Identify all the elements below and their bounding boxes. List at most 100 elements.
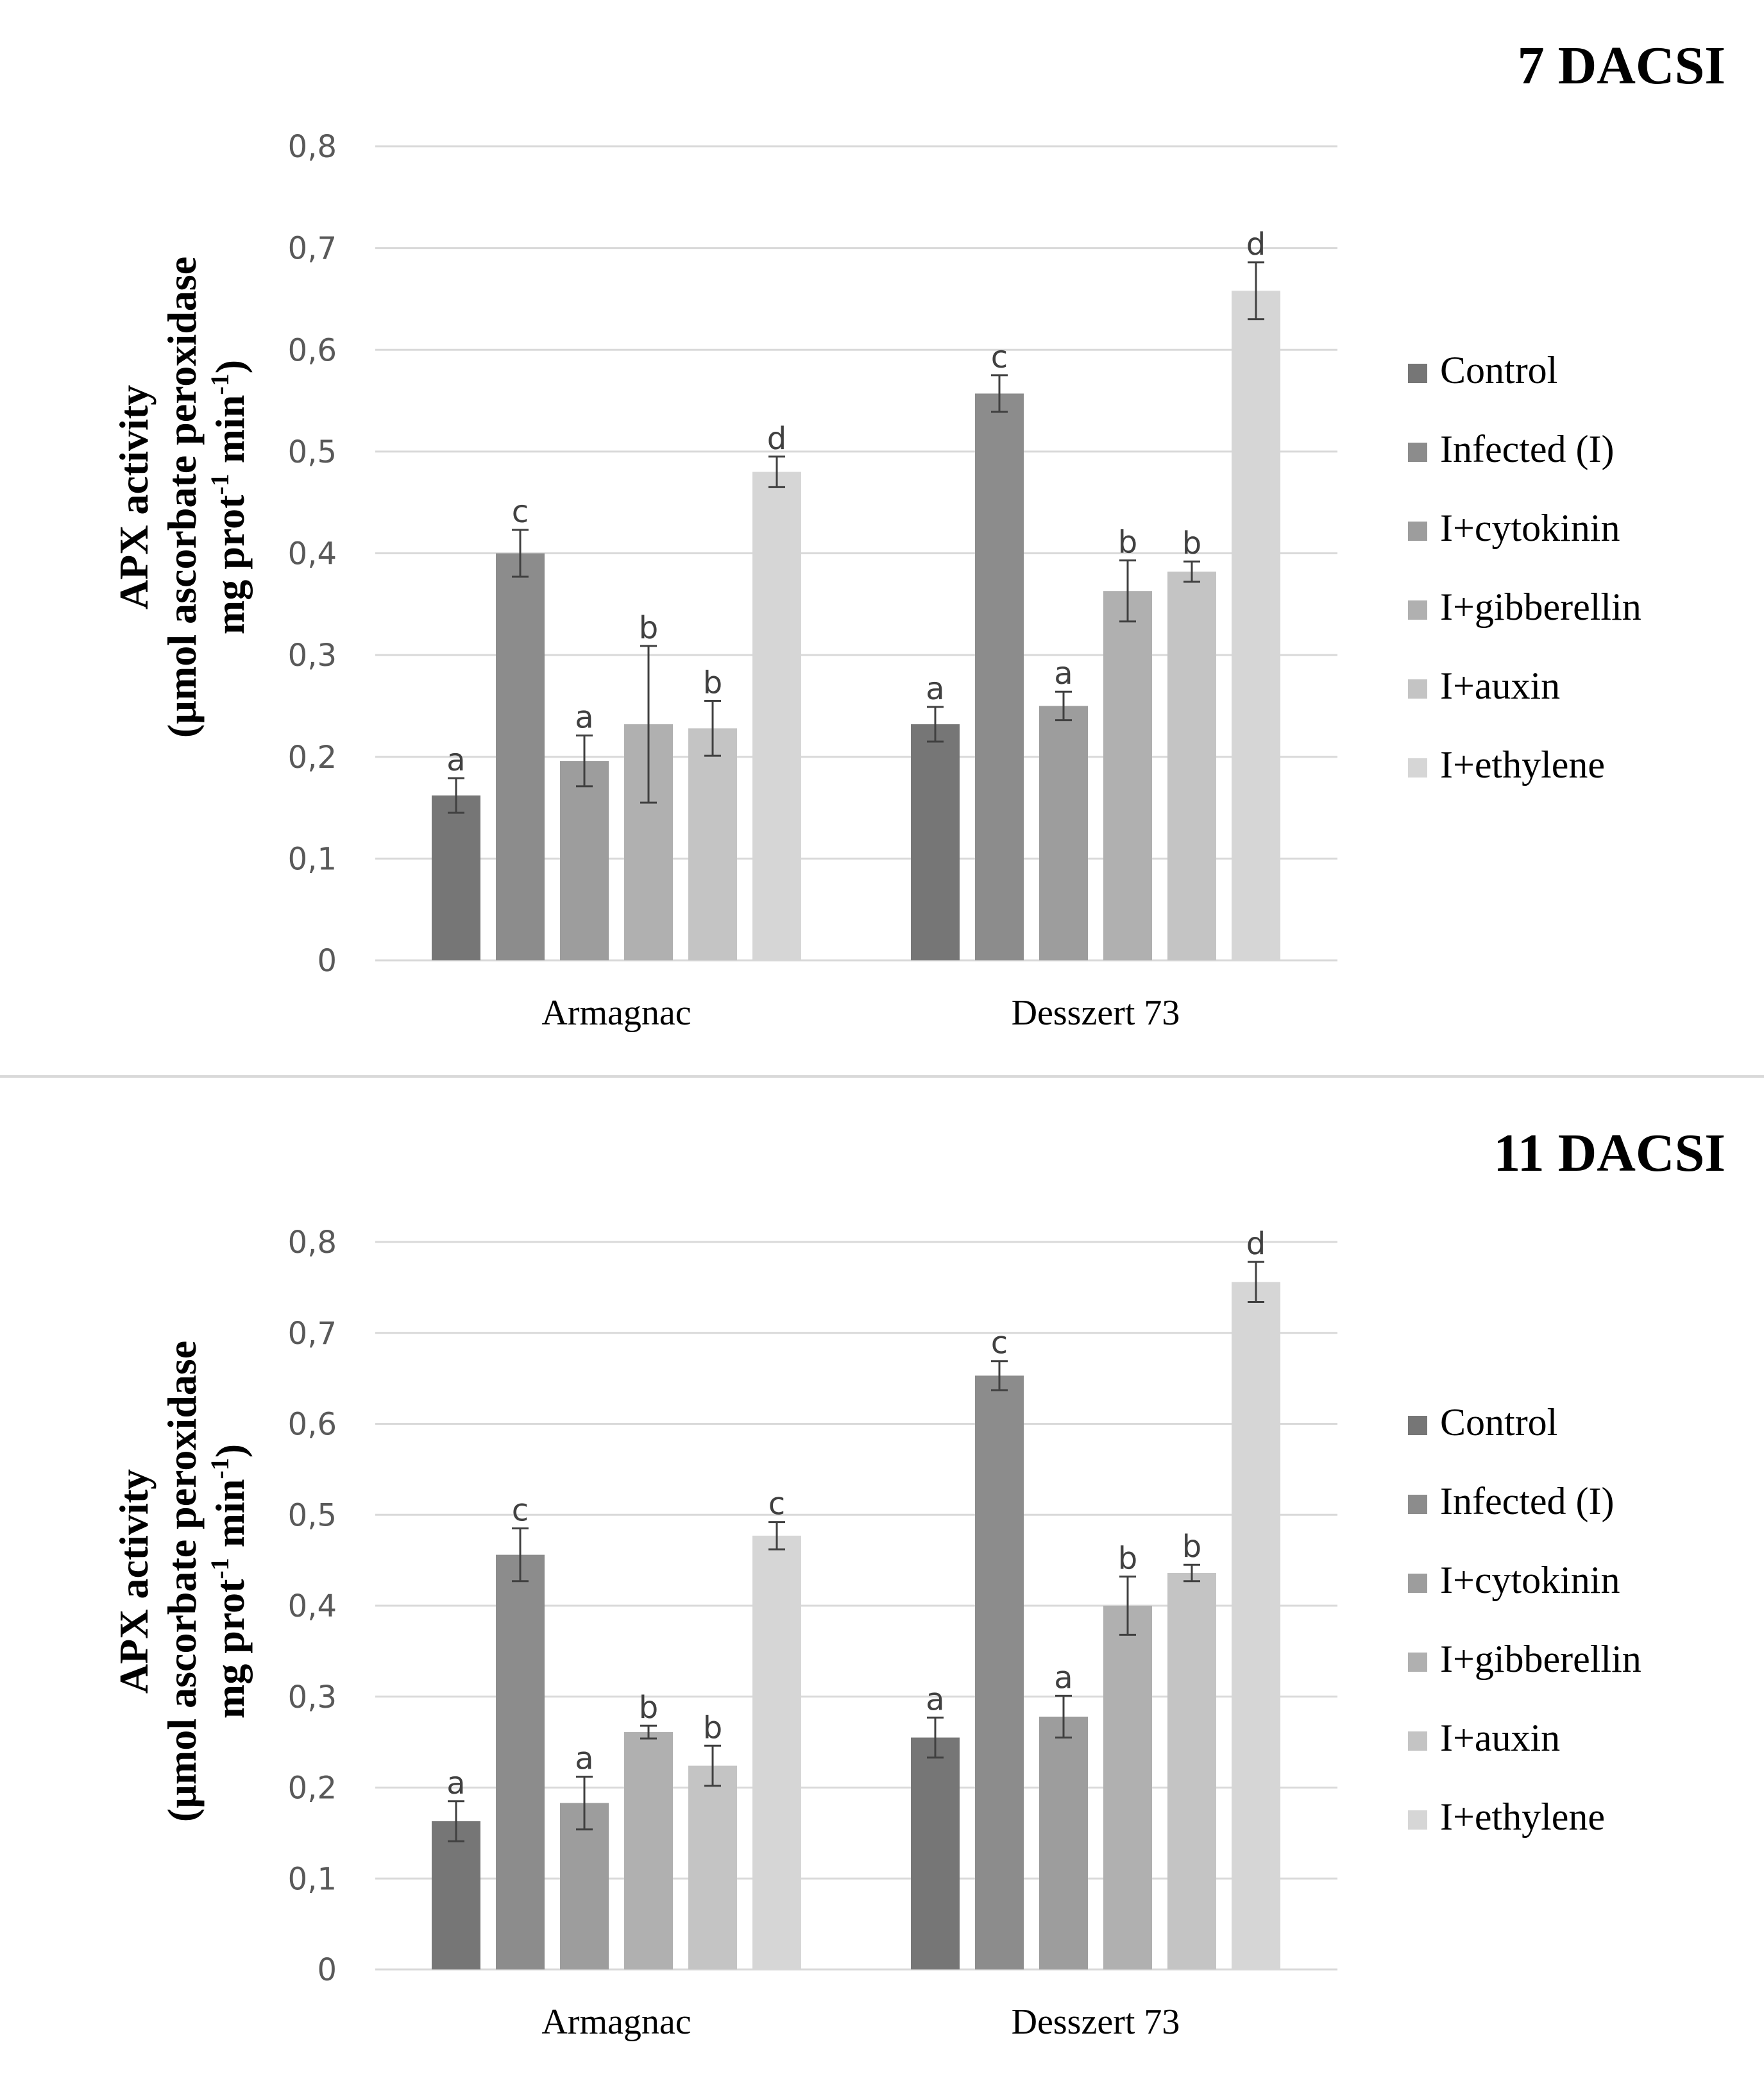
y-tick-label: 0,2 xyxy=(288,740,337,776)
legend-swatch xyxy=(1408,758,1427,778)
bar xyxy=(1039,706,1088,960)
legend-label: Control xyxy=(1440,1401,1557,1443)
y-tick-label: 0 xyxy=(317,943,337,979)
significance-letter: c xyxy=(991,1325,1008,1361)
bar xyxy=(432,1821,480,1969)
bar xyxy=(975,393,1024,960)
y-axis-label-line3-c: min xyxy=(207,1479,253,1558)
bar xyxy=(911,1737,960,1969)
significance-letter: d xyxy=(1246,226,1266,262)
y-axis-label-line3: mg prot-1 min-1) xyxy=(205,1444,253,1719)
x-category-label: Armagnac xyxy=(541,993,691,1033)
y-tick-label: 0,8 xyxy=(288,1225,337,1261)
error-bar xyxy=(512,529,529,578)
error-bar xyxy=(1248,261,1264,321)
bar xyxy=(496,1554,545,1969)
error-bar xyxy=(512,1527,529,1583)
legend-swatch xyxy=(1408,522,1427,541)
legend-label: I+cytokinin xyxy=(1440,507,1620,549)
error-bar xyxy=(704,700,721,757)
y-axis-label-line1: APX activity xyxy=(111,1469,157,1694)
error-bar xyxy=(1119,559,1136,623)
legend-item: Infected (I) xyxy=(1408,428,1614,470)
error-bar xyxy=(448,777,464,814)
error-bar xyxy=(1119,1576,1136,1636)
significance-letter: a xyxy=(575,1740,593,1776)
legend-swatch xyxy=(1408,600,1427,620)
error-bar xyxy=(991,374,1008,413)
y-tick-label: 0,1 xyxy=(288,841,337,877)
significance-letter: b xyxy=(1182,1529,1201,1565)
legend-swatch xyxy=(1408,1495,1427,1514)
x-category-label: Armagnac xyxy=(541,2002,691,2042)
y-tick-label: 0,3 xyxy=(288,638,337,674)
y-axis-label-line3-d: -1 xyxy=(205,373,234,395)
legend-label: Infected (I) xyxy=(1440,428,1614,470)
legend-label: I+gibberellin xyxy=(1440,586,1641,628)
significance-letter: d xyxy=(1246,1226,1266,1262)
y-axis-label-line3-d: -1 xyxy=(205,1458,234,1479)
y-axis-label-line3-b: -1 xyxy=(205,1558,234,1579)
y-tick-label: 0,3 xyxy=(288,1679,337,1715)
legend-item: Infected (I) xyxy=(1408,1480,1614,1522)
y-tick-label: 0,8 xyxy=(288,129,337,165)
legend-item: I+ethylene xyxy=(1408,744,1605,786)
legend-swatch xyxy=(1408,364,1427,383)
y-tick-label: 0,6 xyxy=(288,332,337,368)
error-bar xyxy=(768,455,785,488)
legend-swatch xyxy=(1408,443,1427,462)
legend-label: I+ethylene xyxy=(1440,744,1605,786)
y-axis-label: APX activity (µmol ascorbate peroxidase … xyxy=(111,257,253,738)
y-axis-label-line3-c: min xyxy=(207,395,253,474)
legend-label: I+auxin xyxy=(1440,665,1560,707)
significance-letter: a xyxy=(575,699,593,735)
error-bar xyxy=(704,1744,721,1787)
bar xyxy=(432,795,480,960)
significance-letter: c xyxy=(512,494,529,530)
y-tick-label: 0,5 xyxy=(288,434,337,470)
legend-label: Control xyxy=(1440,349,1557,391)
error-bar xyxy=(1248,1261,1264,1304)
y-axis-label-line3: mg prot-1 min-1) xyxy=(205,360,253,634)
error-bar xyxy=(640,645,657,804)
bar xyxy=(1232,1282,1280,1969)
bar xyxy=(1232,291,1280,960)
legend-swatch xyxy=(1408,1731,1427,1751)
legend-item: Control xyxy=(1408,349,1557,391)
chart-title: 11 DACSI xyxy=(1493,1123,1726,1183)
error-bar xyxy=(576,734,593,788)
error-bar xyxy=(1055,690,1072,722)
error-bar xyxy=(1183,1563,1200,1583)
bar xyxy=(911,724,960,960)
legend: Control Infected (I) I+cytokinin I+gibberel… xyxy=(1408,1401,1641,1838)
legend-item: I+ethylene xyxy=(1408,1796,1605,1838)
legend: Control Infected (I) I+cytokinin I+gibberel… xyxy=(1408,349,1641,786)
x-category-label: Desszert 73 xyxy=(1012,2002,1180,2042)
legend-swatch xyxy=(1408,1574,1427,1593)
y-axis-label-line2: (µmol ascorbate peroxidase xyxy=(159,1341,205,1822)
legend-item: I+cytokinin xyxy=(1408,1559,1620,1601)
error-bar xyxy=(1183,560,1200,583)
y-tick-label: 0,6 xyxy=(288,1407,337,1443)
error-bar xyxy=(927,706,944,743)
y-tick-label: 0,7 xyxy=(288,1316,337,1352)
legend-item: I+gibberellin xyxy=(1408,1638,1641,1680)
legend-label: Infected (I) xyxy=(1440,1480,1614,1522)
significance-letter: a xyxy=(1054,656,1073,692)
significance-letter: a xyxy=(446,1765,465,1801)
error-bar xyxy=(768,1521,785,1551)
significance-letter: a xyxy=(1054,1660,1073,1696)
bar xyxy=(752,472,801,960)
significance-letter: b xyxy=(1182,525,1201,561)
legend-item: I+gibberellin xyxy=(1408,586,1641,628)
y-tick-label: 0 xyxy=(317,1952,337,1988)
legend-label: I+auxin xyxy=(1440,1717,1560,1759)
legend-item: Control xyxy=(1408,1401,1557,1443)
bar xyxy=(1167,572,1216,960)
legend-swatch xyxy=(1408,1416,1427,1435)
significance-letter: b xyxy=(703,665,722,701)
significance-letter: c xyxy=(991,339,1008,375)
legend-item: I+auxin xyxy=(1408,1717,1560,1759)
